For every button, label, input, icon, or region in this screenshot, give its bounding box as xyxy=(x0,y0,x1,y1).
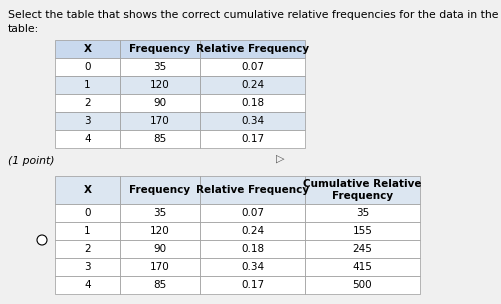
Text: 245: 245 xyxy=(352,244,372,254)
Bar xyxy=(305,240,419,258)
Circle shape xyxy=(37,235,47,245)
Text: X: X xyxy=(83,185,91,195)
Text: 90: 90 xyxy=(153,98,166,108)
Bar xyxy=(120,276,199,294)
Bar xyxy=(199,130,305,148)
Bar xyxy=(55,204,120,222)
Bar xyxy=(199,176,305,204)
Text: 0.18: 0.18 xyxy=(240,244,264,254)
Text: 3: 3 xyxy=(84,262,91,272)
Text: 85: 85 xyxy=(153,134,166,144)
Bar xyxy=(199,222,305,240)
Text: 120: 120 xyxy=(150,226,169,236)
Bar xyxy=(55,176,120,204)
Text: 1: 1 xyxy=(84,80,91,90)
Bar xyxy=(120,204,199,222)
Text: 0.24: 0.24 xyxy=(240,226,264,236)
Bar xyxy=(305,276,419,294)
Text: 4: 4 xyxy=(84,280,91,290)
Text: 3: 3 xyxy=(84,116,91,126)
Bar xyxy=(305,258,419,276)
Text: Relative Frequency: Relative Frequency xyxy=(195,44,309,54)
Bar xyxy=(120,112,199,130)
Text: 0.07: 0.07 xyxy=(240,62,264,72)
Text: Select the table that shows the correct cumulative relative frequencies for the : Select the table that shows the correct … xyxy=(8,10,501,20)
Text: Cumulative Relative
Frequency: Cumulative Relative Frequency xyxy=(303,179,421,201)
Text: 170: 170 xyxy=(150,116,169,126)
Bar xyxy=(120,240,199,258)
Bar xyxy=(55,76,120,94)
Bar xyxy=(55,258,120,276)
Bar xyxy=(120,130,199,148)
Bar xyxy=(199,58,305,76)
Bar xyxy=(120,176,199,204)
Bar xyxy=(199,258,305,276)
Bar xyxy=(305,204,419,222)
Text: 2: 2 xyxy=(84,98,91,108)
Bar xyxy=(199,40,305,58)
Bar xyxy=(55,130,120,148)
Text: 500: 500 xyxy=(352,280,372,290)
Text: 170: 170 xyxy=(150,262,169,272)
Text: (1 point): (1 point) xyxy=(8,156,55,166)
Text: table:: table: xyxy=(8,24,39,34)
Bar xyxy=(120,94,199,112)
Text: 85: 85 xyxy=(153,280,166,290)
Text: Frequency: Frequency xyxy=(129,44,190,54)
Text: 155: 155 xyxy=(352,226,372,236)
Bar xyxy=(55,222,120,240)
Bar xyxy=(199,112,305,130)
Text: Frequency: Frequency xyxy=(129,185,190,195)
Bar xyxy=(120,40,199,58)
Bar xyxy=(305,176,419,204)
Bar xyxy=(120,222,199,240)
Text: 35: 35 xyxy=(355,208,368,218)
Text: 0.18: 0.18 xyxy=(240,98,264,108)
Text: Relative Frequency: Relative Frequency xyxy=(195,185,309,195)
Bar xyxy=(55,58,120,76)
Text: 2: 2 xyxy=(84,244,91,254)
Bar xyxy=(199,94,305,112)
Text: 0: 0 xyxy=(84,62,91,72)
Bar xyxy=(120,58,199,76)
Bar xyxy=(199,76,305,94)
Bar xyxy=(55,40,120,58)
Bar xyxy=(55,276,120,294)
Text: 4: 4 xyxy=(84,134,91,144)
Text: 35: 35 xyxy=(153,62,166,72)
Text: 0: 0 xyxy=(84,208,91,218)
Text: X: X xyxy=(83,44,91,54)
Text: 0.17: 0.17 xyxy=(240,134,264,144)
Bar xyxy=(120,258,199,276)
Text: 0.34: 0.34 xyxy=(240,262,264,272)
Text: 415: 415 xyxy=(352,262,372,272)
Text: 0.07: 0.07 xyxy=(240,208,264,218)
Text: 90: 90 xyxy=(153,244,166,254)
Text: ▷: ▷ xyxy=(275,154,284,164)
Text: 0.24: 0.24 xyxy=(240,80,264,90)
Text: 1: 1 xyxy=(84,226,91,236)
Text: 0.34: 0.34 xyxy=(240,116,264,126)
Bar xyxy=(120,76,199,94)
Bar xyxy=(55,240,120,258)
Bar xyxy=(199,204,305,222)
Bar xyxy=(199,240,305,258)
Bar xyxy=(55,94,120,112)
Bar xyxy=(55,112,120,130)
Bar xyxy=(305,222,419,240)
Bar xyxy=(199,276,305,294)
Text: 120: 120 xyxy=(150,80,169,90)
Text: 0.17: 0.17 xyxy=(240,280,264,290)
Text: 35: 35 xyxy=(153,208,166,218)
